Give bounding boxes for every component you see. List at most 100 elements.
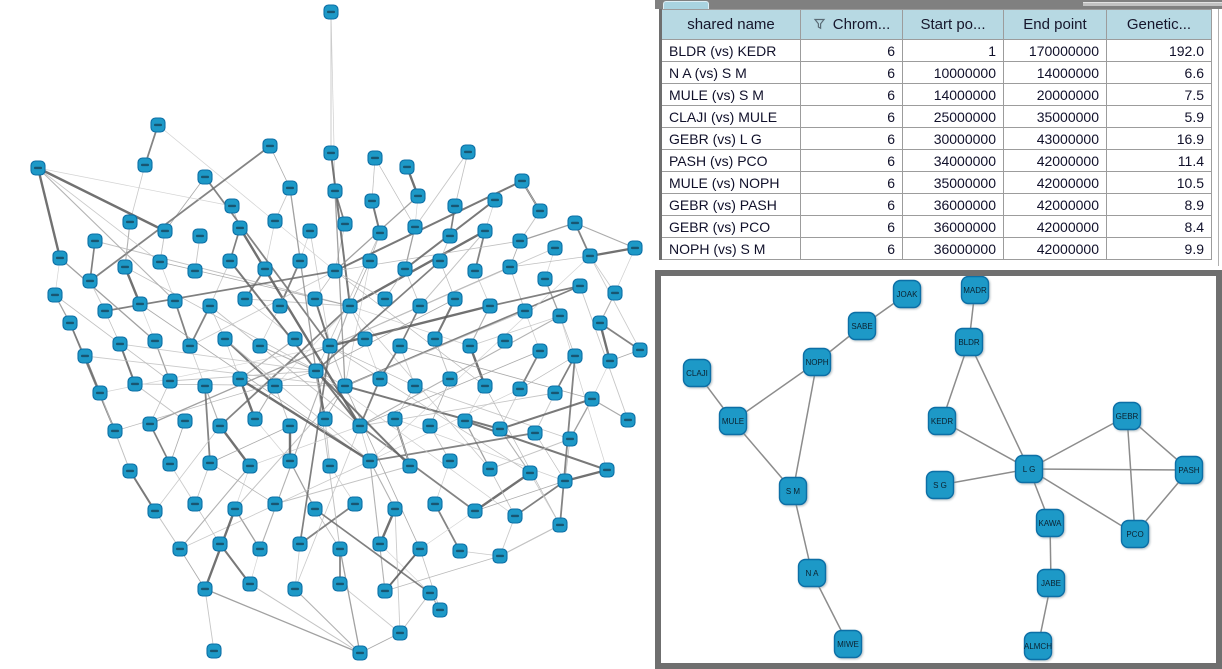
main-network-node[interactable] — [442, 228, 458, 244]
main-network-edge[interactable] — [509, 255, 591, 268]
main-network-node[interactable] — [287, 331, 303, 347]
main-network-edge[interactable] — [464, 420, 608, 471]
cell-value[interactable]: 6 — [800, 171, 903, 194]
main-network-node[interactable] — [512, 233, 528, 249]
table-row[interactable]: N A (vs) S M 6 10000000 14000000 6.6 — [660, 61, 1212, 84]
cell-shared-name[interactable]: MULE (vs) NOPH — [660, 171, 801, 194]
node-NOPH[interactable]: NOPH — [802, 347, 832, 377]
main-network-node[interactable] — [522, 465, 538, 481]
main-network-edge[interactable] — [369, 255, 591, 462]
main-network-node[interactable] — [267, 496, 283, 512]
cell-shared-name[interactable]: GEBR (vs) PASH — [660, 193, 801, 216]
cell-value[interactable]: 42000000 — [1003, 237, 1107, 260]
cell-value[interactable]: 16.9 — [1106, 127, 1212, 150]
main-network-node[interactable] — [237, 291, 253, 307]
main-network-node[interactable] — [162, 456, 178, 472]
main-network-edge[interactable] — [419, 510, 476, 550]
main-network-edge[interactable] — [469, 315, 561, 347]
node-ALMCH[interactable]: ALMCH — [1023, 631, 1052, 661]
main-network-node[interactable] — [242, 458, 258, 474]
main-network-node[interactable] — [527, 425, 543, 441]
cell-value[interactable]: 7.5 — [1106, 83, 1212, 106]
main-network-edge[interactable] — [239, 377, 371, 463]
main-network-node[interactable] — [492, 421, 508, 437]
main-network-node[interactable] — [352, 645, 368, 661]
main-network-edge[interactable] — [369, 432, 536, 462]
main-network-edge[interactable] — [339, 583, 401, 634]
table-row[interactable]: MULE (vs) NOPH 6 35000000 42000000 10.5 — [660, 171, 1212, 194]
main-network-edge[interactable] — [329, 345, 531, 474]
main-network-node[interactable] — [187, 263, 203, 279]
main-network-node[interactable] — [447, 198, 463, 214]
sub-network-panel[interactable]: JOAK MADR SABE BLDR NOPH CLAJI MULE KEDR GEBR L G… — [655, 270, 1222, 669]
main-network-edge[interactable] — [37, 166, 166, 233]
main-network-node[interactable] — [392, 338, 408, 354]
cell-value[interactable]: 43000000 — [1003, 127, 1107, 150]
main-network-node[interactable] — [217, 331, 233, 347]
cell-value[interactable]: 25000000 — [902, 105, 1004, 128]
main-network-node[interactable] — [482, 298, 498, 314]
cell-value[interactable]: 8.4 — [1106, 215, 1212, 238]
cell-value[interactable]: 30000000 — [902, 127, 1004, 150]
main-network-node[interactable] — [302, 223, 318, 239]
main-network-edge[interactable] — [454, 151, 469, 207]
main-network-edge[interactable] — [369, 460, 386, 592]
main-network-node[interactable] — [467, 503, 483, 519]
main-network-edge[interactable] — [529, 472, 561, 526]
main-network-node[interactable] — [332, 541, 348, 557]
main-network-node[interactable] — [387, 501, 403, 517]
main-network-node[interactable] — [410, 188, 426, 204]
main-network-edge[interactable] — [394, 508, 401, 634]
main-network-node[interactable] — [514, 173, 530, 189]
node-SM[interactable]: S M — [778, 476, 808, 506]
main-network-node[interactable] — [567, 215, 583, 231]
main-network-edge[interactable] — [129, 164, 146, 223]
cell-value[interactable]: 36000000 — [902, 215, 1004, 238]
main-network-node[interactable] — [172, 541, 188, 557]
main-network-edge[interactable] — [559, 315, 608, 471]
main-network-node[interactable] — [177, 413, 193, 429]
node-GEBR[interactable]: GEBR — [1112, 401, 1142, 431]
main-network-panel[interactable] — [0, 0, 648, 669]
main-network-node[interactable] — [92, 385, 108, 401]
cell-value[interactable]: 6 — [800, 39, 903, 62]
main-network-edge[interactable] — [614, 247, 636, 294]
node-SG[interactable]: S G — [925, 470, 955, 500]
main-network-node[interactable] — [202, 455, 218, 471]
main-network-edge[interactable] — [489, 468, 516, 517]
main-network-node[interactable] — [52, 250, 68, 266]
main-network-node[interactable] — [567, 348, 583, 364]
cell-shared-name[interactable]: PASH (vs) PCO — [660, 149, 801, 172]
column-header-genetic[interactable]: Genetic... — [1106, 9, 1212, 40]
main-network-node[interactable] — [282, 418, 298, 434]
main-network-edge[interactable] — [204, 588, 215, 652]
main-network-node[interactable] — [152, 254, 168, 270]
cell-value[interactable]: 6.6 — [1106, 61, 1212, 84]
cell-value[interactable]: 20000000 — [1003, 83, 1107, 106]
main-network-node[interactable] — [572, 278, 588, 294]
main-network-node[interactable] — [97, 303, 113, 319]
main-network-edge[interactable] — [384, 555, 501, 592]
cell-shared-name[interactable]: N A (vs) S M — [660, 61, 801, 84]
node-CLAJI[interactable]: CLAJI — [682, 358, 712, 388]
cell-value[interactable]: 35000000 — [1003, 105, 1107, 128]
cell-value[interactable]: 6 — [800, 215, 903, 238]
main-network-node[interactable] — [627, 240, 643, 256]
cell-value[interactable]: 192.0 — [1106, 39, 1212, 62]
main-network-edge[interactable] — [157, 124, 336, 272]
node-MADR[interactable]: MADR — [960, 276, 990, 305]
main-network-node[interactable] — [257, 261, 273, 277]
main-network-node[interactable] — [442, 453, 458, 469]
main-network-node[interactable] — [412, 541, 428, 557]
column-header-chrom[interactable]: Chrom... — [800, 9, 903, 40]
main-network-node[interactable] — [206, 643, 222, 659]
main-network-node[interactable] — [327, 263, 343, 279]
main-network-node[interactable] — [232, 371, 248, 387]
main-network-edge[interactable] — [344, 260, 371, 387]
main-network-edge[interactable] — [499, 428, 531, 474]
main-network-edge[interactable] — [489, 438, 571, 470]
main-network-edge[interactable] — [204, 588, 361, 654]
main-network-edge[interactable] — [36, 167, 62, 259]
main-network-node[interactable] — [127, 376, 143, 392]
main-network-edge[interactable] — [334, 223, 346, 272]
